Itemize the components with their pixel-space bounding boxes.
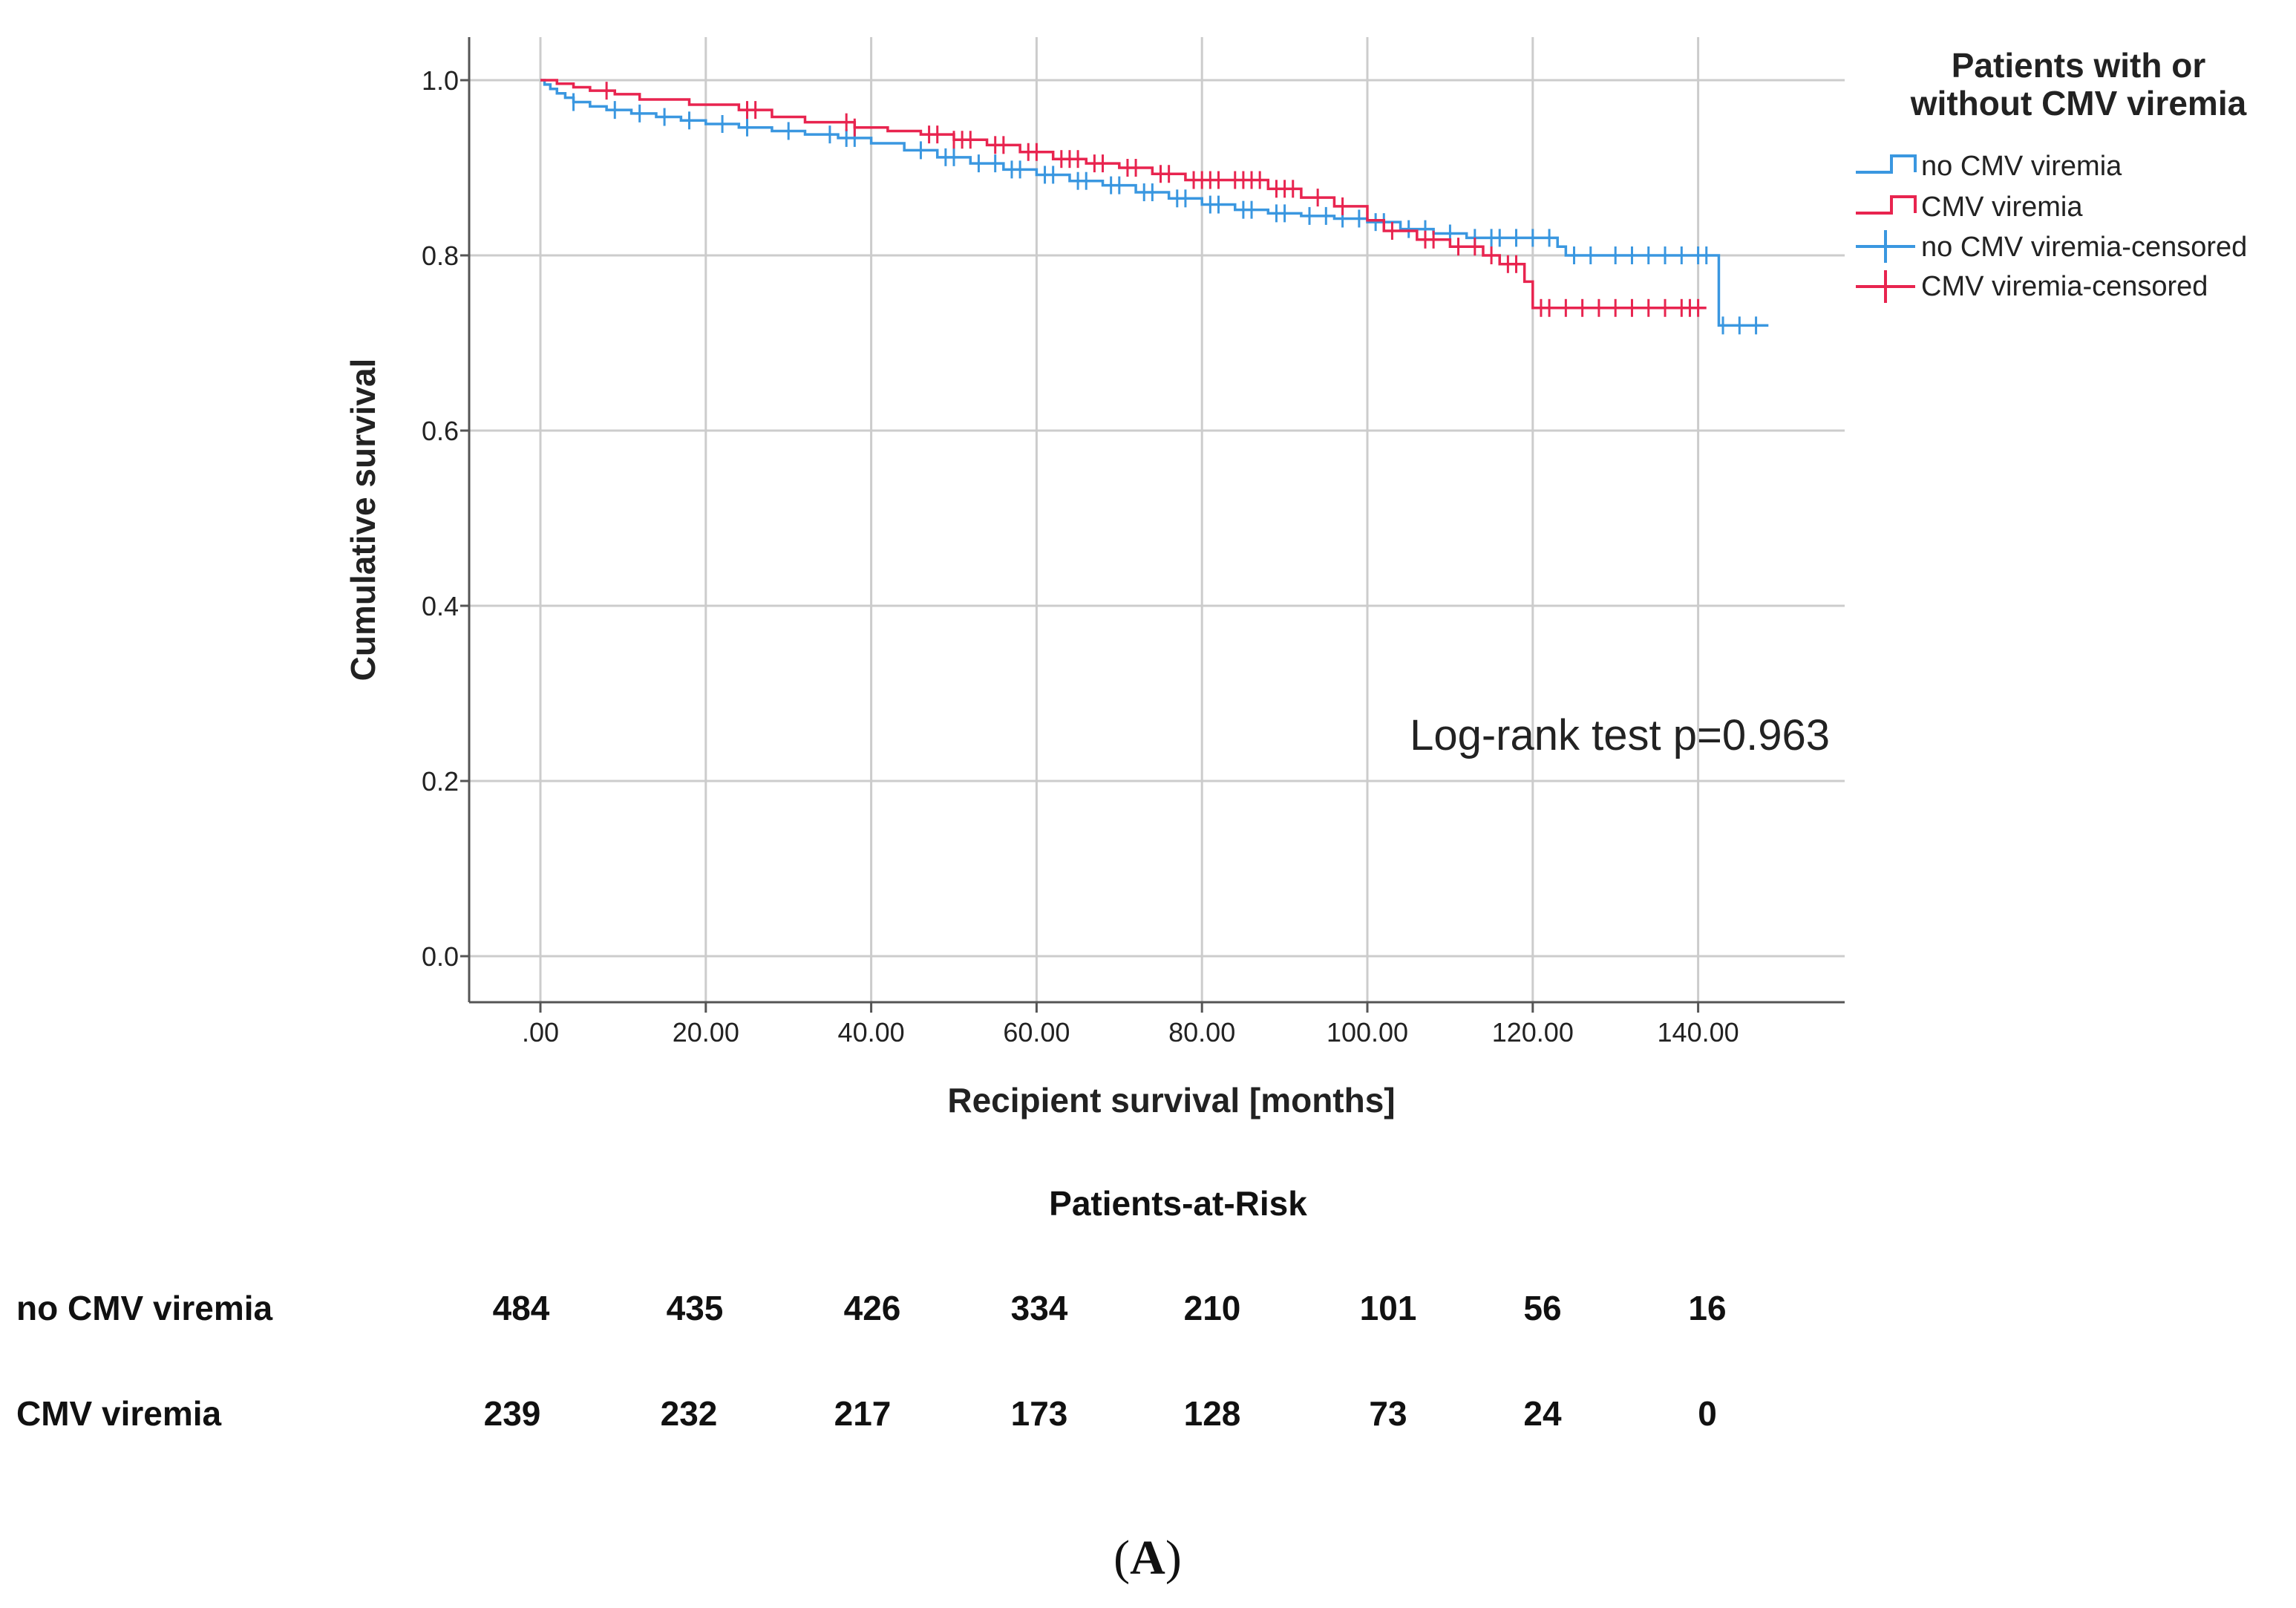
risk-value: 217 <box>834 1394 892 1433</box>
y-tick-label: 1.0 <box>422 65 459 96</box>
axes-layer: 0.0 0.2 0.4 0.6 0.8 1.0 .00 20.00 40.00 60.00 80.0… <box>422 37 1845 1048</box>
survival-curve-no-cmv <box>540 79 1769 327</box>
risk-value: 426 <box>844 1289 901 1327</box>
legend-entry-no-cmv: no CMV viremia <box>1921 151 2122 182</box>
x-tick-label: 140.00 <box>1658 1017 1739 1048</box>
x-tick-label: 60.00 <box>1003 1017 1070 1048</box>
y-axis-label: Cumulative survival <box>344 359 382 682</box>
panel-label: (A) <box>1113 1531 1182 1585</box>
legend-swatch-no-cmv <box>1856 154 1917 174</box>
survival-curve-cmv <box>540 79 1707 310</box>
risk-table-title: Patients-at-Risk <box>1049 1184 1307 1223</box>
x-tick-label: 20.00 <box>673 1017 739 1048</box>
risk-table: Patients-at-Risk no CMV viremia CMV vire… <box>16 1184 1727 1433</box>
legend-entry-no-cmv-censored: no CMV viremia-censored <box>1921 232 2247 263</box>
panel-label-close: ) <box>1165 1531 1182 1585</box>
risk-value: 232 <box>661 1394 718 1433</box>
risk-value: 435 <box>667 1289 724 1327</box>
x-tick-label: 100.00 <box>1327 1017 1408 1048</box>
legend-swatch-cmv <box>1856 195 1917 215</box>
legend-swatch-no-cmv-censored <box>1856 230 1915 263</box>
labels-layer: Cumulative survival Recipient survival [… <box>344 359 1830 1120</box>
risk-value: 239 <box>484 1394 541 1433</box>
risk-value: 334 <box>1011 1289 1068 1327</box>
panel-label-letter: A <box>1130 1531 1165 1585</box>
risk-value: 0 <box>1698 1394 1717 1433</box>
risk-row-label-no-cmv: no CMV viremia <box>16 1289 273 1327</box>
legend-entry-cmv-censored: CMV viremia-censored <box>1921 271 2208 302</box>
y-tick-label: 0.4 <box>422 591 459 621</box>
legend-entry-cmv: CMV viremia <box>1921 192 2083 223</box>
x-axis-label: Recipient survival [months] <box>947 1081 1395 1120</box>
x-tick-label: .00 <box>522 1017 559 1048</box>
risk-value: 210 <box>1184 1289 1241 1327</box>
risk-value: 24 <box>1523 1394 1562 1433</box>
legend-swatch-cmv-censored <box>1856 270 1915 303</box>
risk-value: 128 <box>1184 1394 1241 1433</box>
legend: Patients with or without CMV viremia no … <box>1856 46 2247 303</box>
risk-value: 484 <box>493 1289 550 1327</box>
logrank-annotation: Log-rank test p=0.963 <box>1410 711 1830 759</box>
legend-title-line1: Patients with or <box>1952 46 2206 85</box>
risk-value: 101 <box>1360 1289 1417 1327</box>
x-tick-label: 120.00 <box>1492 1017 1574 1048</box>
risk-row-label-cmv: CMV viremia <box>16 1394 222 1433</box>
y-tick-label: 0.6 <box>422 416 459 446</box>
risk-value: 173 <box>1011 1394 1068 1433</box>
panel-label-open: ( <box>1113 1531 1130 1585</box>
series-layer <box>540 79 1769 335</box>
risk-value: 56 <box>1523 1289 1561 1327</box>
risk-value: 73 <box>1369 1394 1407 1433</box>
y-tick-label: 0.0 <box>422 941 459 972</box>
x-tick-label: 80.00 <box>1168 1017 1235 1048</box>
y-tick-label: 0.2 <box>422 766 459 797</box>
grid-layer <box>469 37 1845 1002</box>
x-tick-label: 40.00 <box>838 1017 905 1048</box>
y-tick-label: 0.8 <box>422 241 459 271</box>
risk-value: 16 <box>1688 1289 1726 1327</box>
legend-title-line2: without CMV viremia <box>1910 84 2247 122</box>
